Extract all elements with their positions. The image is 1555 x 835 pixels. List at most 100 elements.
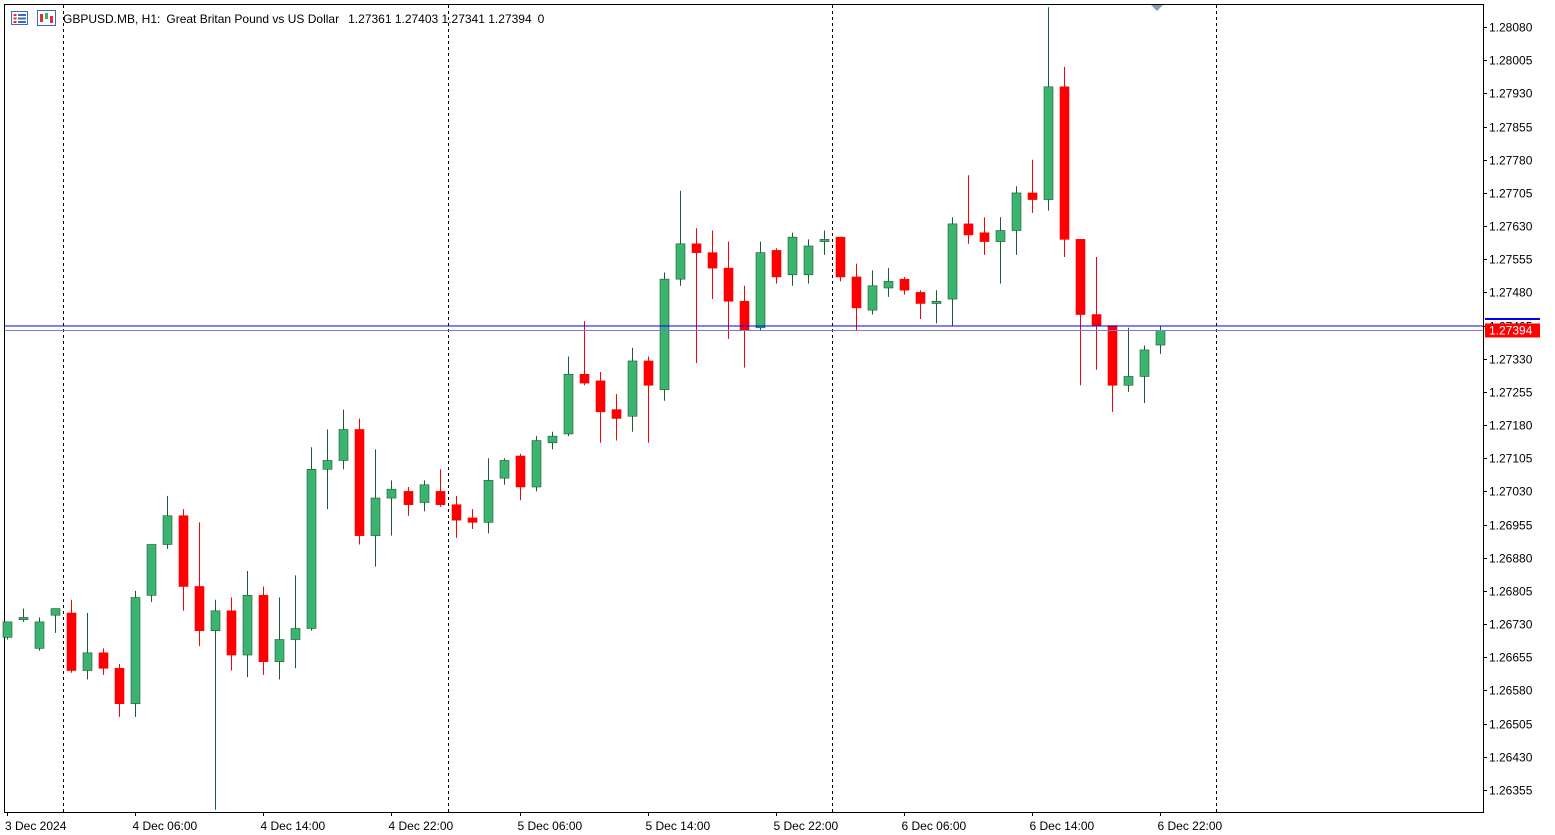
candle-body [306,469,317,629]
candle [627,347,638,432]
plot-frame [4,4,1484,813]
time-axis: 3 Dec 2024 4 Dec 06:00 4 Dec 14:00 4 Dec 22… [5,812,1223,833]
candle [354,418,365,545]
candle-body [226,610,237,656]
candle [82,613,93,680]
candle-body [242,595,253,656]
candle-body [130,597,141,704]
candle-body [947,223,958,300]
y-tick-label: 1.26955 [1489,519,1533,533]
candle [915,290,926,319]
x-tick-label: 6 Dec 22:00 [1158,819,1223,833]
candle [370,449,381,567]
candle-body [467,517,478,523]
candle-body [370,497,381,536]
candle-body [883,281,894,289]
candle-body [691,243,702,253]
y-tick-label: 1.27105 [1489,452,1533,466]
candle [1027,159,1038,213]
y-tick-label: 1.26805 [1489,585,1533,599]
candle [787,232,798,286]
candle [755,241,766,331]
x-tick-label: 6 Dec 06:00 [902,819,967,833]
scroll-marker-icon[interactable] [1151,5,1163,11]
candle [114,663,125,717]
candle-body [34,621,45,649]
candle [515,453,526,501]
candle [66,599,77,673]
y-tick-label: 1.26655 [1489,651,1533,665]
candle-body [50,608,61,616]
y-tick-label: 1.26355 [1489,784,1533,798]
price-lines [5,325,1483,331]
candle-body [386,488,397,499]
candle-body [435,491,446,505]
candle-body [963,223,974,236]
list-icon[interactable] [11,11,28,25]
x-tick-label: 4 Dec 14:00 [261,819,326,833]
candle-body [483,480,494,523]
candle-body [451,504,462,521]
candle-body [643,360,654,386]
candle-body [258,595,269,662]
candle [675,190,686,286]
candle [659,272,670,401]
candle [242,571,253,678]
candle-body [1139,349,1150,377]
candle-body [354,429,365,536]
x-tick-label: 3 Dec 2024 [5,819,67,833]
current-price-text: 1.27394 [1489,323,1533,337]
candle [338,409,349,470]
candle-body [675,243,686,280]
y-tick-label: 1.26730 [1489,618,1533,632]
candle [419,480,430,512]
candle-body [515,455,526,488]
y-tick-label: 1.27030 [1489,485,1533,499]
current-price-badge [1485,323,1540,338]
candle [963,175,974,244]
x-tick-label: 5 Dec 06:00 [518,819,583,833]
candle-body [146,544,157,596]
candle-body [322,460,333,470]
grid-separators [63,5,1217,812]
candle-body [274,639,285,662]
candle-body [851,276,862,309]
y-tick-label: 1.27705 [1489,187,1533,201]
candle [739,285,750,368]
y-tick-label: 1.27930 [1489,87,1533,101]
price-axis: 1.28080 1.28005 1.27930 1.27855 1.27780 1.277… [1483,21,1540,798]
y-tick-label: 1.27555 [1489,253,1533,267]
candle-body [867,285,878,311]
candle-body [531,440,542,488]
candle-body [338,429,349,461]
candle [50,608,61,633]
candle [851,263,862,331]
candle-body [771,250,782,278]
candle [34,617,45,651]
candle [1123,327,1134,392]
candle-body [178,515,189,587]
candle-body [707,252,718,269]
x-tick-label: 5 Dec 22:00 [774,819,839,833]
candle-body [611,409,622,419]
candle-body [2,621,13,638]
candle [1011,186,1022,255]
x-tick-label: 6 Dec 14:00 [1030,819,1095,833]
x-tick-label: 4 Dec 22:00 [389,819,454,833]
candle [290,575,301,669]
candle [162,495,173,549]
candle [483,458,494,534]
candle-body [194,586,205,632]
candle [723,241,734,339]
candle-body [803,245,814,276]
y-tick-label: 1.27480 [1489,286,1533,300]
chart-window-icon[interactable] [37,10,56,26]
candle-body [162,515,173,545]
candle [386,480,397,536]
candle-body [915,292,926,304]
candle [306,447,317,631]
candle-body [547,435,558,444]
y-tick-label: 1.27330 [1489,353,1533,367]
